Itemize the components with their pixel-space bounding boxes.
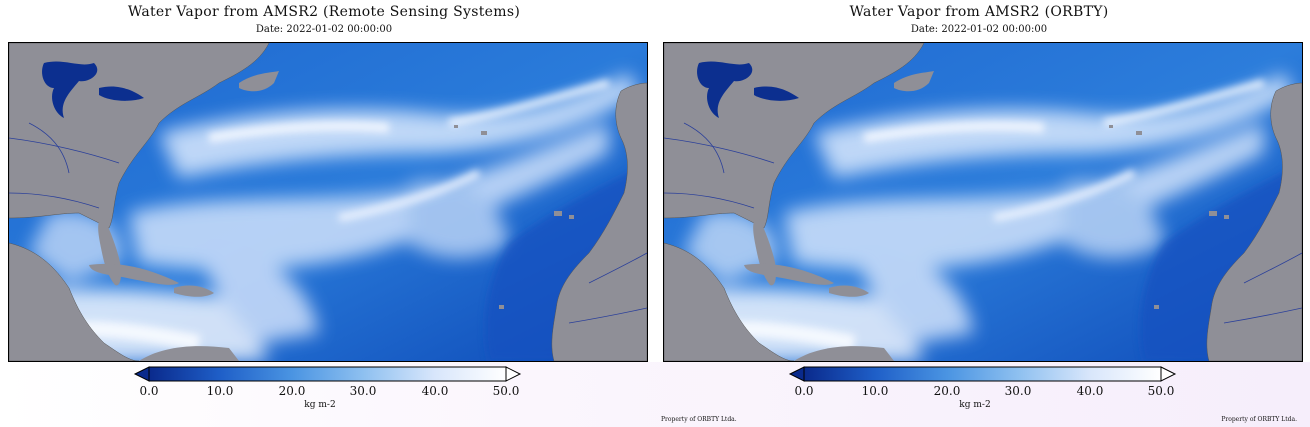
map-graphic [664, 43, 1302, 361]
panel-date: Date: 2022-01-02 00:00:00 [910, 24, 1048, 35]
map-graphic [9, 43, 647, 361]
colorbar-tick: 20.0 [933, 384, 961, 398]
colorbar-tick: 50.0 [492, 384, 520, 398]
colorbar-tick: 50.0 [1147, 384, 1175, 398]
colorbar-unit: kg m-2 [959, 400, 991, 410]
colorbar-unit: kg m-2 [304, 400, 336, 410]
colorbar-tick: 0.0 [139, 384, 159, 398]
colorbar-graphic [133, 366, 522, 382]
panel-title: Water Vapor from AMSR2 (ORBTY) [849, 4, 1109, 20]
water-vapor-map [8, 42, 648, 362]
water-vapor-map [663, 42, 1303, 362]
colorbar: 0.0 10.0 20.0 30.0 40.0 50.0 kg m-2 [785, 366, 1185, 414]
credit-left: Property of ORBTY Ltda. [661, 416, 737, 423]
panel-title: Water Vapor from AMSR2 (Remote Sensing S… [127, 4, 521, 20]
colorbar-tick: 20.0 [278, 384, 306, 398]
colorbar-tick: 30.0 [1004, 384, 1032, 398]
panel-date: Date: 2022-01-02 00:00:00 [255, 24, 393, 35]
colorbar-tick: 0.0 [794, 384, 814, 398]
colorbar-tick: 10.0 [861, 384, 889, 398]
panel-rss: Water Vapor from AMSR2 (Remote Sensing S… [0, 0, 648, 427]
colorbar-graphic [788, 366, 1177, 382]
colorbar-tick: 40.0 [421, 384, 449, 398]
credit-right: Property of ORBTY Ltda. [1221, 416, 1297, 423]
panel-orbty: Water Vapor from AMSR2 (ORBTY) Date: 202… [655, 0, 1303, 427]
colorbar-tick: 10.0 [206, 384, 234, 398]
colorbar: 0.0 10.0 20.0 30.0 40.0 50.0 kg m-2 [130, 366, 530, 414]
colorbar-tick: 30.0 [349, 384, 377, 398]
colorbar-tick: 40.0 [1076, 384, 1104, 398]
